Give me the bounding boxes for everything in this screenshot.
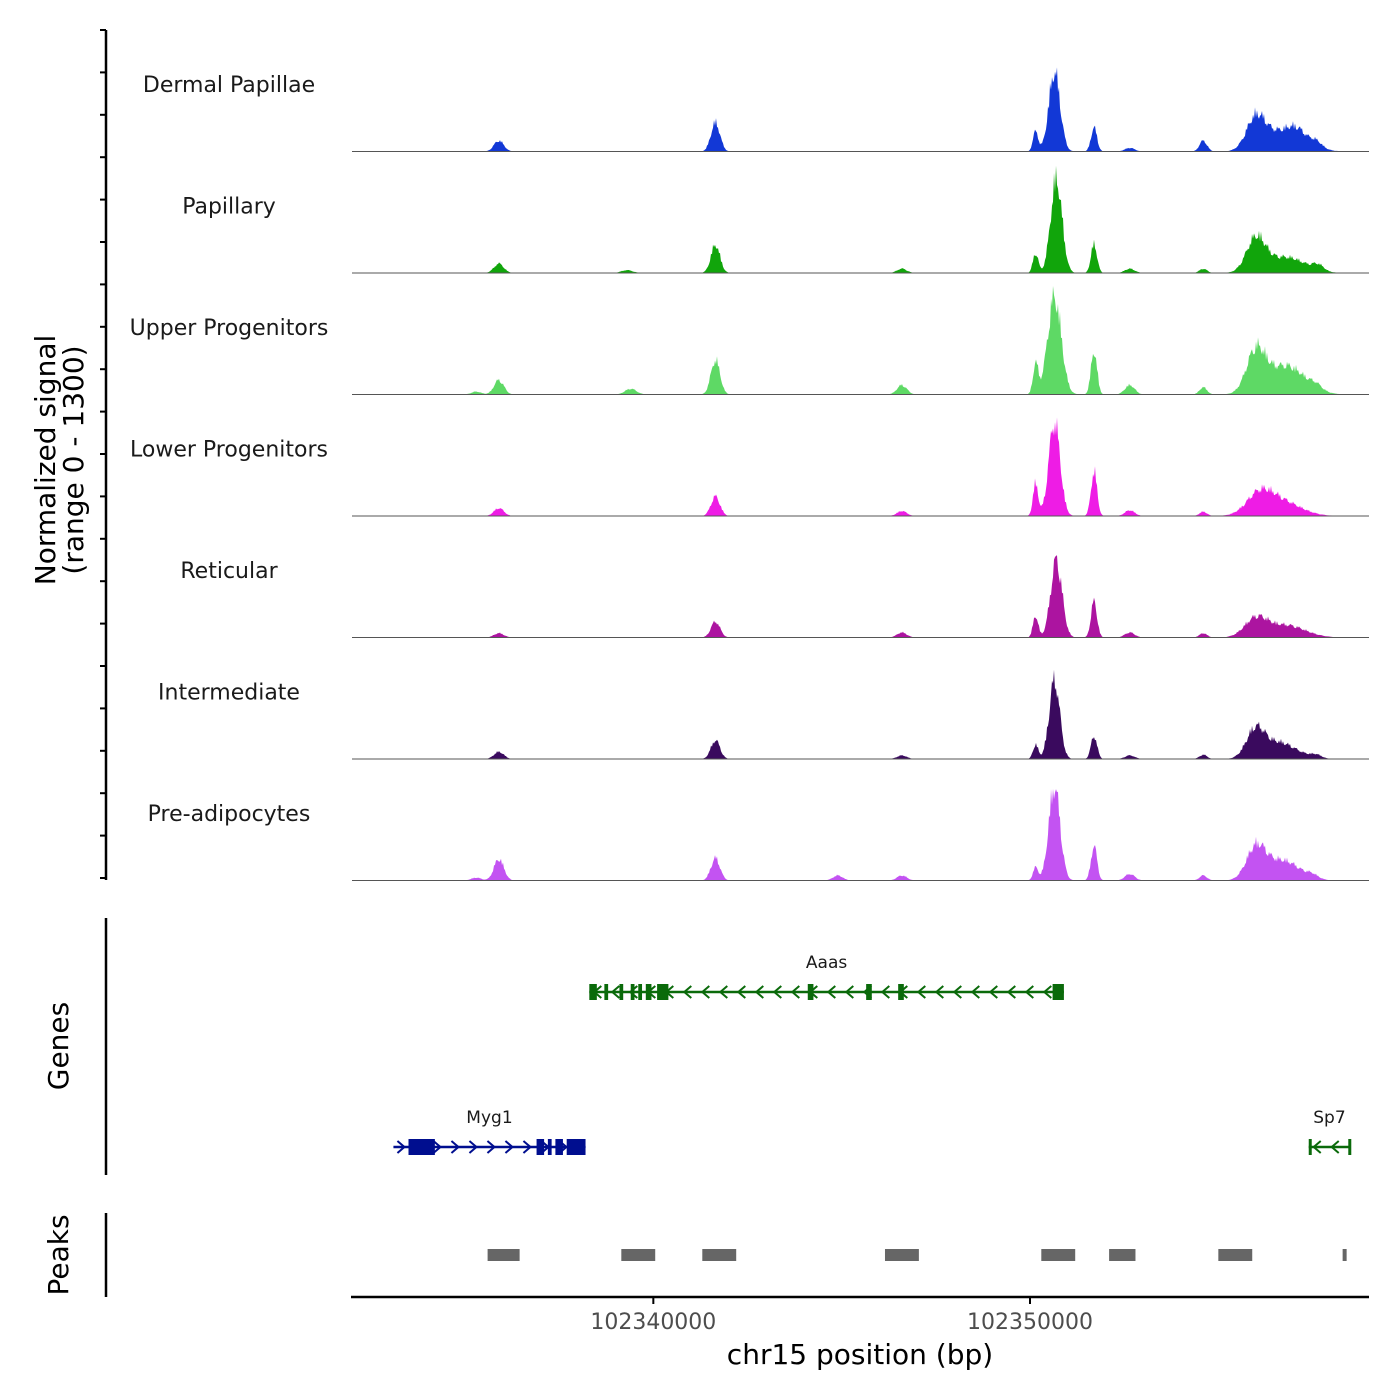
peak-region	[702, 1249, 737, 1261]
gene-sp7: Sp7	[1308, 1108, 1352, 1155]
strand-chevron	[628, 985, 638, 999]
strand-chevron	[880, 985, 890, 999]
strand-chevron	[682, 985, 692, 999]
signal-area-dermal-papillae	[352, 67, 1369, 152]
gene-exon	[555, 1139, 563, 1155]
gene-label: Aaas	[806, 953, 847, 973]
track-pre-adipocytes: Pre-adipocytes	[148, 788, 1369, 881]
gene-exon	[408, 1139, 435, 1155]
genes-section-label: Genes	[42, 1002, 75, 1090]
strand-chevron	[396, 1140, 406, 1154]
track-lower-progenitors: Lower Progenitors	[130, 417, 1369, 517]
gene-exon	[566, 1139, 586, 1155]
strand-chevron	[504, 1140, 514, 1154]
x-axis-ticks: 102340000 102350000	[590, 1297, 1093, 1335]
peak-region	[487, 1249, 520, 1261]
strand-chevron	[952, 985, 962, 999]
peak-region	[1218, 1249, 1253, 1261]
gene-exon	[589, 984, 597, 1000]
signal-area-papillary	[352, 165, 1369, 273]
signal-area-intermediate	[352, 669, 1369, 759]
strand-chevron	[844, 985, 854, 999]
gene-exon	[898, 984, 904, 1000]
gene-annotations: Myg1 Aaas Sp7	[393, 953, 1352, 1155]
gene-exon	[807, 984, 814, 1000]
signal-area-reticular	[352, 555, 1369, 638]
strand-chevron	[736, 985, 746, 999]
gene-exon	[1348, 1139, 1352, 1155]
track-label: Pre-adipocytes	[148, 802, 311, 827]
x-axis-title: chr15 position (bp)	[727, 1338, 993, 1371]
signal-area-upper-progenitors	[352, 286, 1369, 395]
gene-exon	[604, 984, 609, 1000]
strand-chevron	[1042, 985, 1052, 999]
track-label: Dermal Papillae	[143, 73, 315, 98]
gene-myg1: Myg1	[393, 1108, 586, 1155]
signal-area-lower-progenitors	[352, 417, 1369, 516]
gene-aaas: Aaas	[589, 953, 1064, 1000]
x-tick-label: 102340000	[590, 1310, 716, 1335]
track-label: Papillary	[182, 195, 276, 220]
y-axis-title-line2: (range 0 - 1300)	[57, 345, 90, 574]
peak-region	[1109, 1249, 1136, 1261]
track-label: Upper Progenitors	[130, 316, 329, 341]
strand-chevron	[826, 985, 836, 999]
gene-exon	[630, 984, 635, 1000]
strand-chevron	[700, 985, 710, 999]
gene-exon	[547, 1139, 552, 1155]
track-intermediate: Intermediate	[158, 669, 1369, 760]
strand-chevron	[988, 985, 998, 999]
strand-chevron	[772, 985, 782, 999]
peak-region	[621, 1249, 656, 1261]
peak-region	[1041, 1249, 1076, 1261]
gene-label: Sp7	[1313, 1108, 1345, 1128]
track-label: Lower Progenitors	[130, 438, 328, 463]
gene-exon	[866, 984, 872, 1000]
strand-chevron	[486, 1140, 496, 1154]
strand-chevron	[432, 1140, 442, 1154]
gene-exon	[657, 984, 669, 1000]
signal-y-ticks	[100, 29, 106, 879]
strand-chevron	[1024, 985, 1034, 999]
strand-chevron	[718, 985, 728, 999]
strand-chevron	[916, 985, 926, 999]
strand-chevron	[1312, 1140, 1322, 1154]
strand-chevron	[754, 985, 764, 999]
strand-chevron	[1006, 985, 1016, 999]
peak-region	[884, 1249, 919, 1261]
strand-chevron	[450, 1140, 460, 1154]
gene-exon	[645, 984, 652, 1000]
gene-label: Myg1	[466, 1108, 512, 1128]
track-reticular: Reticular	[180, 555, 1369, 638]
track-dermal-papillae: Dermal Papillae	[143, 67, 1369, 152]
strand-chevron	[522, 1140, 532, 1154]
signal-area-pre-adipocytes	[352, 788, 1369, 881]
track-label: Intermediate	[158, 681, 300, 706]
gene-exon	[536, 1139, 545, 1155]
strand-chevron	[468, 1140, 478, 1154]
gene-exon	[638, 984, 643, 1000]
gene-exon	[1308, 1139, 1312, 1155]
strand-chevron	[790, 985, 800, 999]
gene-exon	[619, 984, 624, 1000]
x-tick-label: 102350000	[967, 1310, 1093, 1335]
gene-exon	[1052, 984, 1064, 1000]
strand-chevron	[1330, 1140, 1340, 1154]
coverage-tracks: Dermal Papillae Papillary Upper Progenitor…	[130, 67, 1369, 881]
strand-chevron	[934, 985, 944, 999]
peaks-section-label: Peaks	[42, 1214, 75, 1295]
strand-chevron	[610, 985, 620, 999]
track-upper-progenitors: Upper Progenitors	[130, 286, 1369, 395]
y-axis-title-line1: Normalized signal	[29, 335, 62, 586]
strand-chevron	[970, 985, 980, 999]
track-label: Reticular	[180, 559, 278, 584]
peak-region	[1342, 1249, 1347, 1261]
track-papillary: Papillary	[182, 165, 1369, 274]
peak-regions	[487, 1249, 1347, 1261]
